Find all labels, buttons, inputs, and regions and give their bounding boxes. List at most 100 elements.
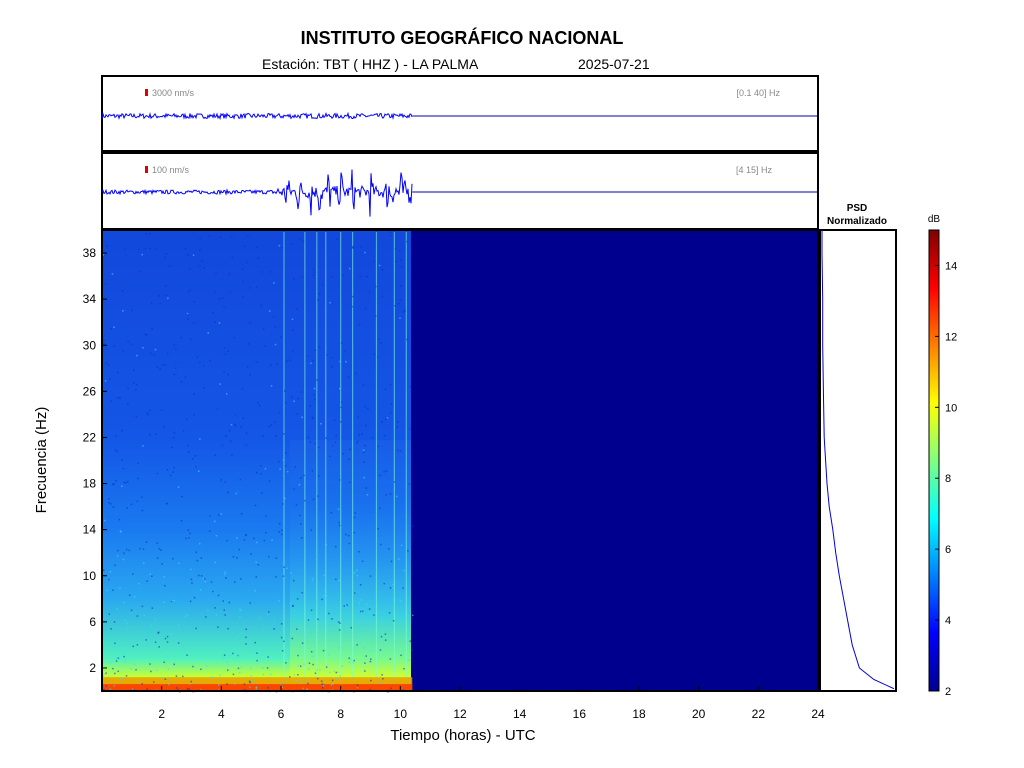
spectrogram-speckle bbox=[319, 669, 321, 671]
spectrogram-speckle bbox=[273, 628, 275, 630]
spectrogram-speckle bbox=[192, 322, 195, 324]
spectrogram-speckle bbox=[368, 608, 371, 610]
spectrogram-speckle bbox=[196, 559, 199, 562]
spectrogram-speckle bbox=[369, 688, 371, 691]
spectrogram-speckle bbox=[117, 670, 119, 673]
spectrogram-speckle bbox=[102, 675, 104, 677]
spectrogram-speckle bbox=[249, 322, 251, 324]
spectrogram-speckle bbox=[207, 609, 209, 612]
spectrogram-speckle bbox=[246, 261, 248, 264]
spectrogram-speckle bbox=[311, 416, 313, 419]
spectrogram-speckle bbox=[331, 618, 333, 620]
spectrogram-speckle bbox=[373, 614, 375, 616]
spectrogram-speckle bbox=[288, 653, 291, 655]
spectrogram-speckle bbox=[250, 675, 252, 677]
spectrogram-speckle bbox=[103, 569, 105, 571]
spectrogram-speckle bbox=[219, 674, 221, 677]
spectrogram-speckle bbox=[116, 450, 118, 453]
spectrogram-speckle bbox=[141, 605, 144, 608]
spectrogram-speckle bbox=[256, 286, 258, 288]
spectrogram-speckle bbox=[378, 338, 380, 340]
spectrogram-speckle bbox=[187, 314, 189, 316]
spectrogram-speckle bbox=[228, 272, 231, 275]
spectrogram-speckle bbox=[270, 364, 272, 366]
spectrogram-speckle bbox=[297, 397, 299, 400]
spectrogram-speckle bbox=[278, 460, 280, 463]
spectrogram-speckle bbox=[293, 278, 295, 280]
spectrogram-speckle bbox=[356, 569, 358, 571]
spectrogram-speckle bbox=[218, 298, 221, 300]
spectrogram-speckle bbox=[130, 503, 133, 505]
spectrogram-speckle bbox=[380, 543, 382, 546]
spectrogram-speckle bbox=[261, 492, 263, 494]
spectrogram-speckle bbox=[324, 589, 326, 592]
spectrogram-speckle bbox=[285, 465, 287, 467]
spectrogram-speckle bbox=[289, 602, 291, 605]
spectrogram-speckle bbox=[164, 678, 167, 680]
spectrogram-speckle bbox=[273, 282, 275, 284]
spectrogram-speckle bbox=[384, 633, 387, 635]
spectrogram-speckle bbox=[143, 626, 145, 629]
y-tick-label: 18 bbox=[83, 477, 97, 491]
spectrogram-speckle bbox=[359, 275, 361, 277]
spectrogram-speckle bbox=[360, 599, 362, 601]
spectrogram-speckle bbox=[379, 507, 381, 509]
spectrogram-speckle bbox=[310, 651, 313, 653]
x-tick-label: 6 bbox=[278, 707, 285, 721]
spectrogram-speckle bbox=[195, 627, 197, 630]
spectrogram-speckle bbox=[209, 515, 211, 517]
spectrogram-speckle bbox=[390, 403, 393, 405]
spectrogram-speckle bbox=[199, 361, 201, 364]
spectrogram-speckle bbox=[119, 677, 122, 680]
spectrogram-speckle bbox=[379, 649, 382, 651]
spectrogram-speckle bbox=[253, 677, 255, 680]
x-tick-label: 10 bbox=[394, 707, 408, 721]
spectrogram-speckle bbox=[239, 479, 241, 481]
spectrogram-speckle bbox=[355, 372, 357, 375]
spectrogram-speckle bbox=[260, 304, 263, 306]
spectrogram-speckle bbox=[175, 348, 177, 350]
spectrogram-speckle bbox=[257, 257, 260, 259]
spectrogram-speckle bbox=[302, 240, 305, 242]
spectrogram-speckle bbox=[296, 628, 298, 630]
spectrogram-speckle bbox=[379, 474, 381, 477]
spectrogram-speckle bbox=[177, 642, 180, 644]
spectrogram-speckle bbox=[145, 541, 148, 543]
spectrogram-speckle bbox=[222, 654, 224, 657]
spectrogram-speckle bbox=[125, 675, 128, 677]
spectrogram-speckle bbox=[200, 689, 202, 691]
spectrogram-speckle bbox=[268, 555, 270, 558]
spectrogram-speckle bbox=[384, 639, 387, 641]
spectrogram-speckle bbox=[191, 582, 193, 584]
spectrogram-speckle bbox=[136, 615, 139, 617]
figure-title: INSTITUTO GEOGRÁFICO NACIONAL bbox=[300, 28, 624, 48]
spectrogram-speckle bbox=[219, 383, 221, 385]
spectrogram-speckle bbox=[113, 345, 115, 347]
spectrogram-speckle bbox=[318, 681, 321, 683]
spectrogram-speckle bbox=[215, 271, 217, 274]
spectrogram-speckle bbox=[145, 639, 147, 641]
spectrogram-speckle bbox=[166, 469, 169, 471]
spectrogram-speckle bbox=[196, 356, 198, 359]
spectrogram-speckle bbox=[117, 549, 119, 552]
spectrogram-speckle bbox=[113, 483, 115, 485]
spectrogram-speckle bbox=[199, 542, 201, 545]
spectrogram-speckle bbox=[226, 393, 228, 395]
spectrogram-speckle bbox=[261, 271, 263, 273]
spectrogram-speckle bbox=[307, 682, 309, 685]
spectrogram-speckle bbox=[121, 485, 123, 487]
spectrogram-speckle bbox=[323, 574, 325, 577]
spectrogram-speckle bbox=[362, 449, 365, 451]
spectrogram-speckle bbox=[349, 267, 351, 270]
y-tick-label: 10 bbox=[83, 569, 97, 583]
spectrogram-speckle bbox=[107, 676, 110, 678]
spectrogram-speckle bbox=[237, 654, 239, 657]
spectrogram-speckle bbox=[133, 663, 136, 666]
spectrogram-speckle bbox=[275, 576, 277, 578]
spectrogram-speckle bbox=[293, 488, 295, 490]
spectrogram-speckle bbox=[245, 636, 247, 639]
spectrogram-speckle bbox=[383, 582, 385, 585]
spectrogram-speckle bbox=[156, 472, 159, 475]
spectrogram-speckle bbox=[153, 681, 155, 683]
spectrogram-speckle bbox=[204, 580, 206, 583]
